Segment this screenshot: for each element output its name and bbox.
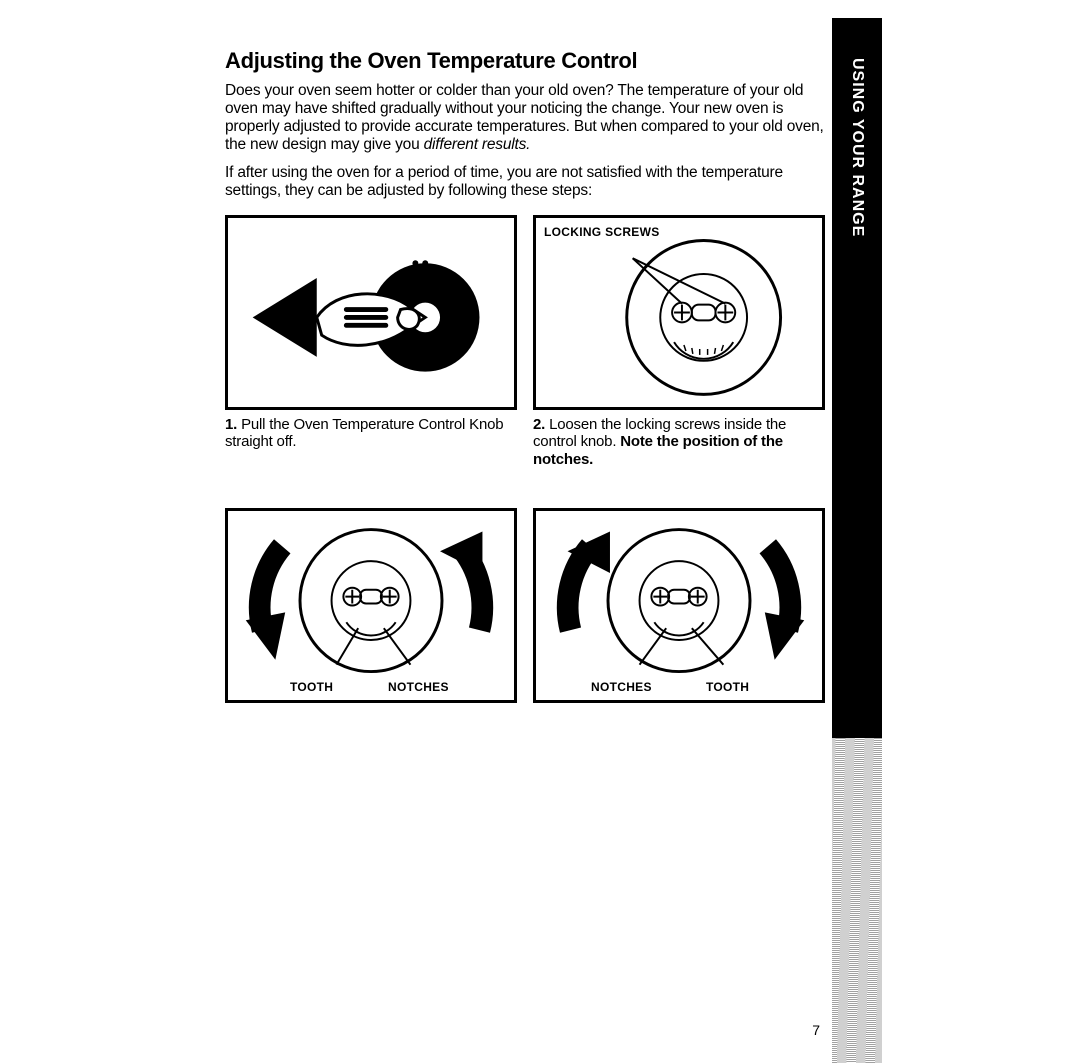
figure-4-box: NOTCHES TOOTH	[533, 508, 825, 703]
fig3-tooth-label: TOOTH	[290, 680, 333, 694]
caption-1: 1. Pull the Oven Temperature Control Kno…	[225, 416, 517, 451]
figure-1: 1. Pull the Oven Temperature Control Kno…	[225, 215, 517, 468]
manual-page: USING YOUR RANGE Adjusting the Oven Temp…	[0, 0, 1080, 1063]
section-tab-label: USING YOUR RANGE	[848, 58, 866, 237]
intro-1b: different results.	[424, 136, 531, 153]
fig3-notches-label: NOTCHES	[388, 680, 449, 694]
caption-2: 2. Loosen the locking screws inside the …	[533, 416, 825, 468]
figure-2-box: LOCKING SCREWS	[533, 215, 825, 410]
page-number: 7	[812, 1022, 820, 1038]
figure-3: TOOTH NOTCHES	[225, 508, 517, 703]
scan-noise	[832, 738, 882, 1063]
intro-paragraph-2: If after using the oven for a period of …	[225, 164, 825, 200]
caption-1-num: 1.	[225, 416, 237, 433]
content-column: Adjusting the Oven Temperature Control D…	[225, 48, 825, 210]
fig4-tooth-label: TOOTH	[706, 680, 749, 694]
figure-1-svg	[228, 218, 514, 407]
figure-4: NOTCHES TOOTH	[533, 508, 825, 703]
figure-2: LOCKING SCREWS 2. Loosen the locking scr…	[533, 215, 825, 468]
locking-screws-label: LOCKING SCREWS	[544, 226, 660, 239]
figure-grid: 1. Pull the Oven Temperature Control Kno…	[225, 215, 825, 703]
caption-1-text: Pull the Oven Temperature Control Knob s…	[225, 416, 503, 450]
figure-4-svg	[536, 511, 822, 700]
figure-1-box	[225, 215, 517, 410]
section-tab: USING YOUR RANGE	[832, 18, 882, 738]
figure-2-svg	[536, 218, 822, 407]
figure-3-box: TOOTH NOTCHES	[225, 508, 517, 703]
page-title: Adjusting the Oven Temperature Control	[225, 48, 825, 74]
intro-paragraph-1: Does your oven seem hotter or colder tha…	[225, 82, 825, 154]
figure-3-svg	[228, 511, 514, 700]
fig4-notches-label: NOTCHES	[591, 680, 652, 694]
caption-2-num: 2.	[533, 416, 545, 433]
